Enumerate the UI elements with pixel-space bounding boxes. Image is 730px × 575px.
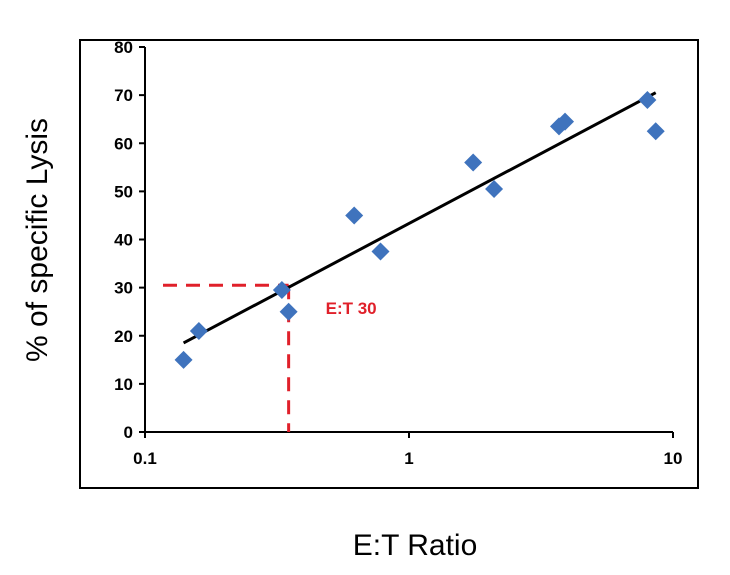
data-point: [464, 153, 483, 172]
x-axis-title: E:T Ratio: [353, 529, 478, 562]
y-tick-label: 10: [114, 375, 133, 394]
y-tick-label: 0: [124, 423, 133, 442]
data-point: [174, 350, 193, 369]
data-point: [646, 122, 665, 141]
data-point: [272, 281, 291, 300]
y-tick-label: 60: [114, 134, 133, 153]
x-tick-label: 0.1: [133, 449, 157, 468]
annotation-label: E:T 30: [326, 299, 377, 318]
data-point: [485, 179, 504, 198]
data-point: [345, 206, 364, 225]
y-tick-label: 20: [114, 327, 133, 346]
data-point: [556, 112, 575, 131]
data-point: [189, 321, 208, 340]
y-tick-label: 80: [114, 38, 133, 57]
y-tick-label: 50: [114, 182, 133, 201]
y-axis-title: % of specific Lysis: [21, 118, 54, 362]
plot-frame: [79, 39, 699, 489]
data-point: [638, 90, 657, 109]
data-point: [279, 302, 298, 321]
trendline: [182, 91, 657, 345]
y-tick-label: 40: [114, 231, 133, 250]
x-tick-label: 1: [404, 449, 413, 468]
y-tick-label: 70: [114, 86, 133, 105]
plot-layer: 0 10 20 30 40 50 60 70 80 0.1 1 10 E:T 30: [114, 38, 682, 468]
x-tick-label: 10: [664, 449, 683, 468]
data-point: [371, 242, 390, 261]
y-tick-label: 30: [114, 279, 133, 298]
